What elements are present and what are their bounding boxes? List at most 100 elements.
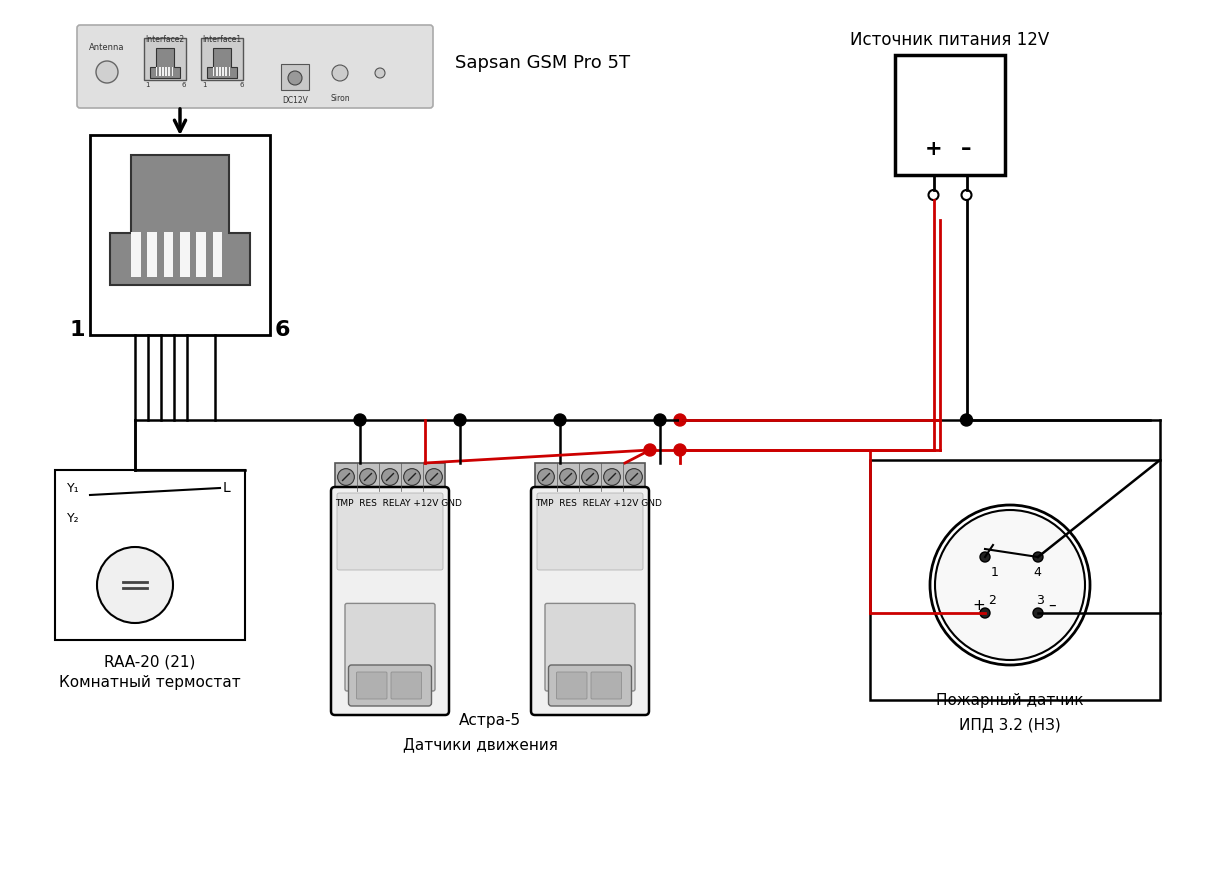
Circle shape <box>332 65 348 81</box>
Circle shape <box>1033 552 1043 562</box>
Circle shape <box>381 468 398 485</box>
Bar <box>219 66 220 76</box>
Bar <box>163 232 173 277</box>
Text: Interface2: Interface2 <box>145 35 184 44</box>
Bar <box>225 66 228 76</box>
Circle shape <box>288 71 302 85</box>
FancyBboxPatch shape <box>549 665 631 706</box>
Text: Antenna: Antenna <box>90 44 125 52</box>
FancyBboxPatch shape <box>54 470 245 640</box>
FancyBboxPatch shape <box>591 672 621 699</box>
FancyBboxPatch shape <box>78 25 434 108</box>
Text: Siron: Siron <box>331 94 350 103</box>
Text: 1: 1 <box>145 82 149 88</box>
FancyBboxPatch shape <box>281 64 309 90</box>
Circle shape <box>96 61 117 83</box>
Polygon shape <box>207 48 236 78</box>
Bar <box>172 66 173 76</box>
Bar <box>196 232 206 277</box>
Circle shape <box>980 608 991 618</box>
Text: RAA-20 (21): RAA-20 (21) <box>104 655 196 669</box>
Circle shape <box>960 414 972 426</box>
FancyBboxPatch shape <box>345 603 435 691</box>
Text: 1: 1 <box>991 566 999 579</box>
Text: 6: 6 <box>182 82 186 88</box>
Circle shape <box>553 414 566 426</box>
Text: Sapsan GSM Pro 5T: Sapsan GSM Pro 5T <box>455 54 630 72</box>
Bar <box>229 66 230 76</box>
FancyBboxPatch shape <box>90 135 270 335</box>
Circle shape <box>97 547 173 623</box>
Bar <box>148 232 157 277</box>
Text: Астра-5: Астра-5 <box>459 712 521 727</box>
Circle shape <box>538 468 555 485</box>
Circle shape <box>980 552 991 562</box>
Circle shape <box>626 468 642 485</box>
FancyBboxPatch shape <box>144 38 186 80</box>
Text: L: L <box>223 481 231 495</box>
Text: Interface1: Interface1 <box>202 35 241 44</box>
Text: Источник питания 12V: Источник питания 12V <box>850 31 1050 49</box>
FancyBboxPatch shape <box>331 487 449 715</box>
Circle shape <box>360 468 377 485</box>
Text: Пожарный датчик: Пожарный датчик <box>936 692 1084 707</box>
Text: +: + <box>925 139 942 158</box>
FancyBboxPatch shape <box>337 493 443 570</box>
Text: 1: 1 <box>69 320 85 340</box>
FancyBboxPatch shape <box>391 672 421 699</box>
Bar <box>222 66 224 76</box>
Circle shape <box>962 190 971 200</box>
Circle shape <box>654 414 666 426</box>
FancyBboxPatch shape <box>545 603 635 691</box>
Circle shape <box>559 468 576 485</box>
Text: –: – <box>962 139 971 158</box>
Text: 3: 3 <box>1035 594 1044 607</box>
Text: 4: 4 <box>1033 566 1041 579</box>
Circle shape <box>675 414 685 426</box>
Circle shape <box>338 468 355 485</box>
Text: ИПД 3.2 (НЗ): ИПД 3.2 (НЗ) <box>959 718 1061 732</box>
Text: +: + <box>972 598 985 613</box>
Circle shape <box>425 468 442 485</box>
Circle shape <box>935 510 1085 660</box>
FancyBboxPatch shape <box>530 487 649 715</box>
Text: Y₁: Y₁ <box>67 482 80 495</box>
Circle shape <box>675 444 685 456</box>
FancyBboxPatch shape <box>535 463 645 491</box>
Circle shape <box>375 68 385 78</box>
Text: –: – <box>1048 598 1056 613</box>
Bar <box>213 66 214 76</box>
FancyBboxPatch shape <box>536 493 643 570</box>
FancyBboxPatch shape <box>895 55 1005 175</box>
Bar <box>216 66 218 76</box>
Circle shape <box>603 468 620 485</box>
Circle shape <box>644 444 656 456</box>
Text: TMP  RES  RELAY +12V GND: TMP RES RELAY +12V GND <box>335 498 461 508</box>
Bar <box>155 66 157 76</box>
FancyBboxPatch shape <box>557 672 587 699</box>
Text: 6: 6 <box>239 82 243 88</box>
Bar <box>131 232 140 277</box>
Polygon shape <box>110 155 249 285</box>
Circle shape <box>403 468 420 485</box>
Circle shape <box>454 414 466 426</box>
FancyBboxPatch shape <box>201 38 243 80</box>
Bar <box>213 232 223 277</box>
Circle shape <box>354 414 366 426</box>
FancyBboxPatch shape <box>356 672 388 699</box>
Circle shape <box>1033 608 1043 618</box>
Bar <box>159 66 161 76</box>
Bar <box>162 66 163 76</box>
Text: 6: 6 <box>275 320 291 340</box>
Text: TMP  RES  RELAY +12V GND: TMP RES RELAY +12V GND <box>535 498 662 508</box>
Bar <box>180 232 190 277</box>
Text: DC12V: DC12V <box>282 96 308 105</box>
Text: 2: 2 <box>988 594 995 607</box>
Circle shape <box>581 468 598 485</box>
Circle shape <box>929 190 939 200</box>
FancyBboxPatch shape <box>869 460 1160 700</box>
FancyBboxPatch shape <box>335 463 444 491</box>
Circle shape <box>930 505 1090 665</box>
FancyBboxPatch shape <box>349 665 431 706</box>
Polygon shape <box>150 48 179 78</box>
